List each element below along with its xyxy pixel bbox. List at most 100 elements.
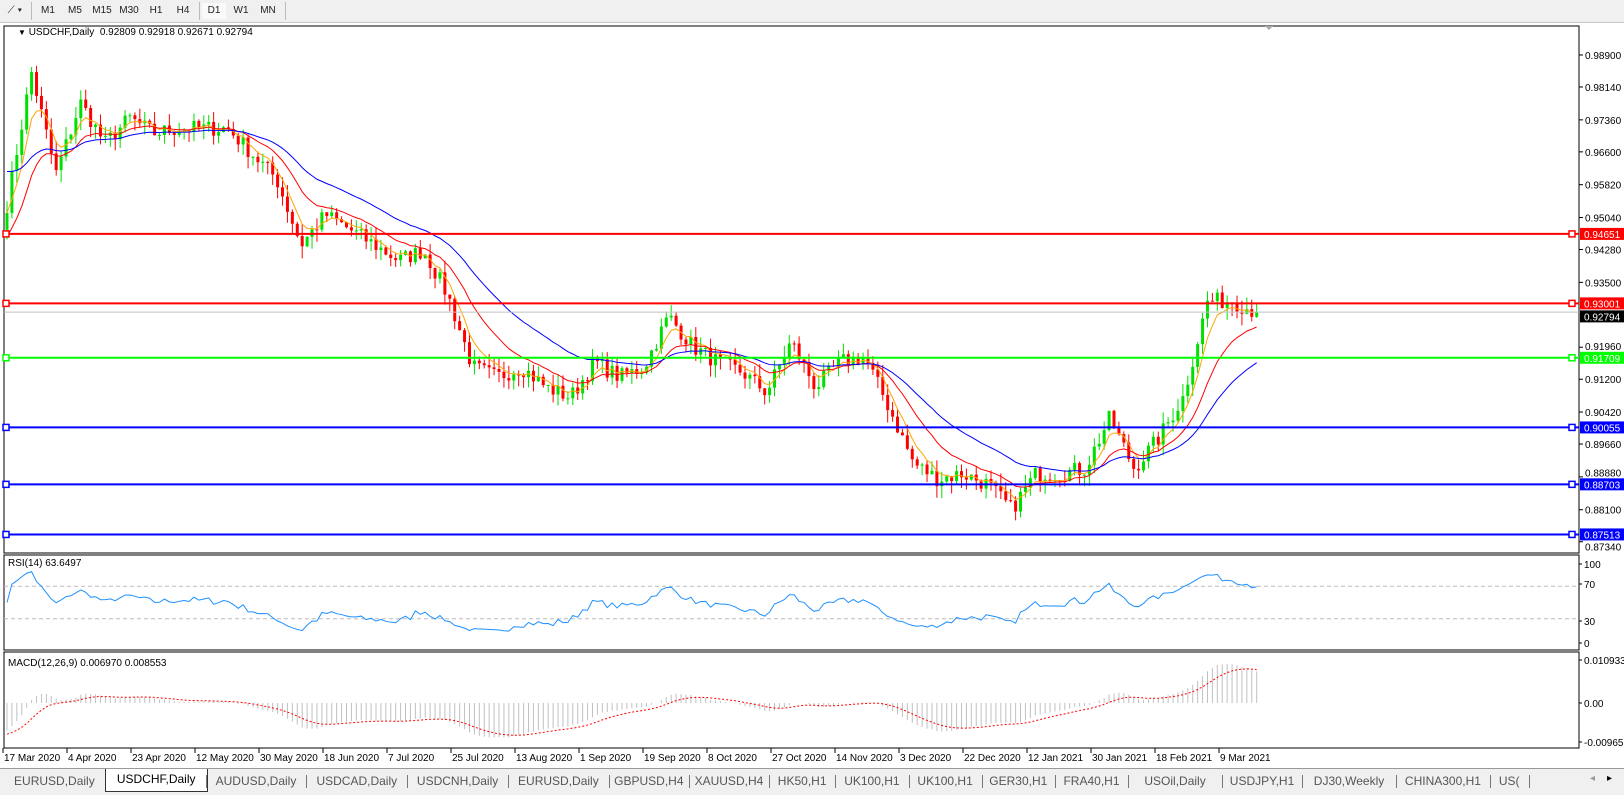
level-handle[interactable] (2, 423, 10, 432)
tab-usdcnh-daily[interactable]: USDCNH,Daily (416, 774, 499, 788)
tab-uk100-h1[interactable]: UK100,H1 (917, 774, 973, 788)
line-tool-dropdown-icon[interactable]: ⟋ ▾ (7, 5, 23, 16)
candle-body (1038, 468, 1042, 482)
tab-us-[interactable]: US( (1498, 774, 1520, 788)
scroll-left-icon[interactable]: ◂ (1590, 773, 1596, 784)
timeframe-m30[interactable]: M30 (119, 5, 139, 16)
candle-body (920, 464, 924, 466)
price-tag-bg (1580, 351, 1624, 364)
candle-body (276, 174, 280, 188)
macd-label: MACD(12,26,9) 0.006970 0.008553 (8, 658, 167, 669)
candle-body (320, 212, 324, 230)
tab-eurusd-daily[interactable]: EURUSD,Daily (518, 774, 599, 788)
candle-body (207, 121, 211, 125)
price-axis-label: 0.95040 (1585, 214, 1622, 225)
candle-body (1014, 500, 1018, 512)
candle-body (738, 364, 742, 373)
ohlc-values: 0.92809 0.92918 0.92671 0.92794 (99, 27, 253, 38)
level-handle[interactable] (2, 354, 10, 362)
candle-body (713, 354, 717, 366)
tab-audusd-daily[interactable]: AUDUSD,Daily (215, 774, 297, 788)
candle-body (797, 343, 801, 360)
level-handle[interactable] (2, 480, 10, 489)
tab-fra40-h1[interactable]: FRA40,H1 (1063, 774, 1120, 788)
candle-body (964, 477, 968, 480)
price-chart[interactable]: 0.98900 0.98140 0.97360 0.96600 0.95820 0.950… (0, 23, 1624, 768)
collapse-triangle-icon[interactable]: ▼ (18, 28, 26, 37)
tab-hk50-h1[interactable]: HK50,H1 (777, 774, 827, 788)
candle-body (281, 187, 285, 197)
candle-body (202, 124, 206, 128)
date-axis-label: 4 Apr 2020 (68, 753, 117, 764)
ma-mid-line (6, 125, 1257, 488)
date-axis-label: 18 Jun 2020 (324, 753, 379, 764)
candle-body (492, 367, 496, 370)
level-handle[interactable] (1568, 299, 1576, 308)
level-handle[interactable] (1568, 230, 1576, 238)
candle-body (969, 474, 973, 480)
tab-usdchf-daily[interactable]: USDCHF,Daily (104, 769, 208, 792)
timeframe-m15[interactable]: M15 (92, 5, 112, 16)
timeframe-m5[interactable]: M5 (68, 5, 82, 16)
candle-body (389, 254, 393, 259)
level-handle[interactable] (2, 530, 10, 539)
candle-body (625, 368, 629, 373)
candle-body (955, 471, 959, 481)
tab-xauusd-h4[interactable]: XAUUSD,H4 (694, 774, 764, 788)
candle-body (123, 115, 127, 128)
tab-usoil-daily[interactable]: USOil,Daily (1144, 774, 1206, 788)
candle-body (856, 356, 860, 365)
tab-dj30-weekly[interactable]: DJ30,Weekly (1313, 774, 1385, 788)
rsi-label: RSI(14) 63.6497 (8, 558, 82, 569)
price-tag-label: 0.91709 (1584, 354, 1621, 365)
candle-body (128, 115, 132, 117)
scroll-right-icon[interactable]: ▸ (1607, 773, 1613, 784)
rsi-axis-label: 70 (1584, 580, 1596, 591)
candle-body (900, 432, 904, 436)
price-tag-bg (1580, 478, 1624, 491)
level-handle[interactable] (1568, 423, 1576, 432)
candle-body (999, 486, 1003, 492)
price-axis-label: 0.98140 (1585, 83, 1622, 94)
candle-body (433, 268, 437, 279)
candle-body (39, 95, 43, 110)
price-tag-bg (1580, 227, 1624, 240)
price-tag-bg (1580, 297, 1624, 310)
candle-body (610, 365, 614, 378)
candle-body (1048, 479, 1052, 481)
level-handle[interactable] (2, 299, 10, 308)
candle-body (335, 212, 339, 220)
level-handle[interactable] (2, 230, 10, 238)
timeframe-w1[interactable]: W1 (233, 5, 249, 16)
timeframe-h4[interactable]: H4 (176, 5, 190, 16)
timeframe-d1[interactable]: D1 (202, 3, 226, 19)
tab-usdcad-daily[interactable]: USDCAD,Daily (316, 774, 398, 788)
candle-body (669, 315, 673, 318)
tab-china300-h1[interactable]: CHINA300,H1 (1404, 774, 1481, 788)
chart-window[interactable]: 0.98900 0.98140 0.97360 0.96600 0.95820 0.950… (0, 23, 1624, 768)
tab-ger30-h1[interactable]: GER30,H1 (989, 774, 1048, 788)
level-handle[interactable] (1568, 530, 1576, 539)
candle-body (1205, 300, 1209, 319)
candle-body (354, 230, 358, 232)
timeframe-h1[interactable]: H1 (149, 5, 163, 16)
level-handle[interactable] (1568, 480, 1576, 489)
tab-uk100-h1[interactable]: UK100,H1 (844, 774, 900, 788)
date-axis-label: 3 Dec 2020 (900, 753, 952, 764)
tab-gbpusd-h4[interactable]: GBPUSD,H4 (614, 774, 684, 788)
candle-body (777, 364, 781, 370)
candle-body (113, 132, 117, 140)
macd-panel-frame (3, 651, 1580, 749)
timeframe-mn[interactable]: MN (260, 5, 276, 16)
candle-body (192, 120, 196, 132)
level-handle[interactable] (1568, 354, 1576, 362)
candle-body (1142, 461, 1146, 471)
tab-eurusd-daily[interactable]: EURUSD,Daily (14, 774, 95, 788)
candle-body (1171, 420, 1175, 423)
timeframe-m1[interactable]: M1 (41, 5, 55, 16)
candle-body (709, 347, 713, 366)
tab-usdjpy-h1[interactable]: USDJPY,H1 (1229, 774, 1295, 788)
candle-body (241, 137, 245, 145)
date-axis-label: 7 Jul 2020 (388, 753, 435, 764)
candle-body (285, 196, 289, 212)
